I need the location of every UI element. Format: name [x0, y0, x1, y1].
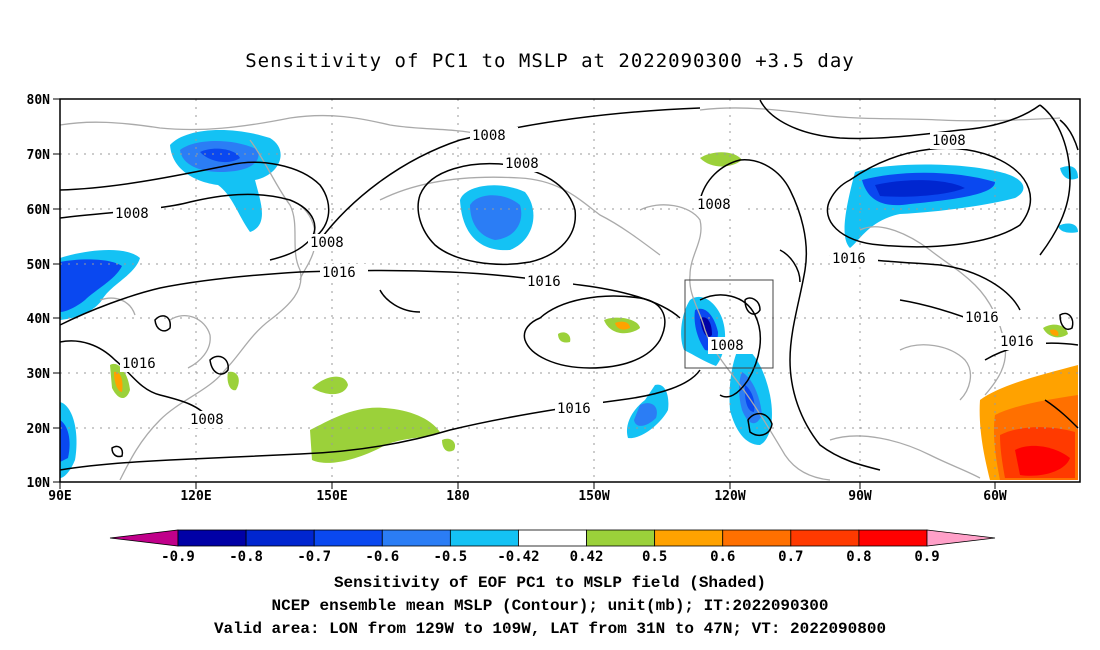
lat-label: 20N: [27, 422, 51, 437]
lat-label: 70N: [27, 148, 51, 163]
colorbar-label: 0.8: [846, 549, 871, 565]
valid-area-box: [684, 279, 774, 369]
colorbar-box: [245, 529, 315, 547]
shade-blob-hudson-inner: [875, 180, 965, 197]
shade-blob-west-50n-core: [60, 259, 122, 312]
lon-label: 90W: [848, 489, 872, 504]
colorbar-box: [381, 529, 451, 547]
colorbar-box: [858, 529, 928, 547]
colorbar-box: [449, 529, 519, 547]
contour-label: 1008: [190, 412, 224, 428]
lon-label: 150W: [578, 489, 609, 504]
colorbar-label: -0.6: [365, 549, 399, 565]
shade-blob-green-wpac1: [312, 376, 348, 395]
lat-label: 30N: [27, 367, 51, 382]
shade-blob-cpac-green2: [558, 332, 571, 343]
colorbar-label: -0.7: [297, 549, 331, 565]
contour-label: 1008: [505, 156, 539, 172]
colorbar-label: 0.42: [570, 549, 604, 565]
map-frame: [59, 98, 1081, 483]
contour-label: 1008: [710, 338, 744, 354]
lat-label: 10N: [27, 476, 51, 491]
colorbar-box: [654, 529, 724, 547]
figure-title: Sensitivity of PC1 to MSLP at 2022090300…: [245, 50, 855, 72]
colorbar-box: [586, 529, 656, 547]
caption-line-2: NCEP ensemble mean MSLP (Contour); unit(…: [271, 597, 829, 615]
coastlines: [59, 107, 1061, 481]
axis-ticks: [53, 98, 996, 489]
colorbar-triangle-low: [109, 529, 179, 547]
shade-blob-atl-orange-small: [1050, 329, 1059, 336]
lon-label: 90E: [48, 489, 71, 504]
colorbar-label: 0.6: [710, 549, 735, 565]
colorbar-label: 0.9: [914, 549, 939, 565]
colorbar-label: -0.9: [161, 549, 195, 565]
contour-label: 1008: [472, 128, 506, 144]
shade-blob-labrador2: [1058, 223, 1078, 233]
shade-blob-atlantic-4: [1015, 445, 1070, 476]
contour-label: 1016: [322, 265, 356, 281]
lon-label: 120E: [180, 489, 211, 504]
contour-label: 1008: [697, 197, 731, 213]
lat-label: 60N: [27, 203, 51, 218]
shade-blob-green-wpac2: [310, 407, 440, 463]
lon-label: 180: [446, 489, 470, 504]
caption-line-1: Sensitivity of EOF PC1 to MSLP field (Sh…: [333, 574, 767, 592]
lon-label: 60W: [983, 489, 1007, 504]
shaded-areas: [60, 129, 1078, 480]
colorbar-box: [518, 529, 587, 547]
contour-label: 1008: [932, 133, 966, 149]
shade-blob-bering-core: [470, 195, 522, 240]
lat-label: 80N: [27, 93, 51, 108]
shade-blob-labrador: [1060, 166, 1078, 180]
colorbar-label: -0.8: [229, 549, 263, 565]
shade-blob-okhotsk-inner: [200, 148, 240, 163]
lon-label: 120W: [714, 489, 745, 504]
colorbar-box: [313, 529, 383, 547]
colorbar-label: 0.7: [778, 549, 803, 565]
contour-label: 1016: [122, 356, 156, 372]
colorbar-triangle-high: [926, 529, 996, 547]
shade-blob-green-alaska: [700, 152, 742, 167]
shade-blob-west-20n-core: [60, 420, 70, 462]
lon-labels: 90E 120E 150E 180 150W 120W 90W 60W: [48, 489, 1007, 504]
colorbar-label: 0.5: [642, 549, 667, 565]
colorbar-label: -0.42: [497, 549, 539, 565]
shade-blob-mexico-w-core: [634, 403, 657, 426]
contour-label: 1016: [832, 251, 866, 267]
contour-label: 1008: [115, 206, 149, 222]
contour-label: 1016: [1000, 334, 1034, 350]
lon-label: 150E: [316, 489, 347, 504]
lat-label: 50N: [27, 258, 51, 273]
contour-label: 1016: [965, 310, 999, 326]
colorbar-label: -0.5: [434, 549, 468, 565]
contour-labels: 1008 1008 1008 1008 1008 1008 1008 1016 …: [113, 127, 1046, 428]
contour-label: 1016: [527, 274, 561, 290]
mslp-contours: [59, 99, 1079, 471]
lat-label: 40N: [27, 312, 51, 327]
shade-blob-cpac-orange: [615, 321, 630, 330]
caption-line-3: Valid area: LON from 129W to 109W, LAT f…: [213, 620, 887, 638]
lat-labels: 80N 70N 60N 50N 40N 30N 20N 10N: [27, 93, 51, 491]
colorbar-box: [177, 529, 247, 547]
shade-blob-green-wpac3: [442, 438, 456, 452]
shade-blob-china-orange: [114, 371, 123, 392]
contour-label: 1016: [557, 401, 591, 417]
contour-label: 1008: [310, 235, 344, 251]
colorbar-box: [790, 529, 860, 547]
shade-blob-green-small: [227, 371, 239, 391]
colorbar: -0.9 -0.8 -0.7 -0.6 -0.5 -0.42 0.42 0.5 0.6 0.7 0.…: [109, 529, 996, 565]
colorbar-box: [722, 529, 792, 547]
